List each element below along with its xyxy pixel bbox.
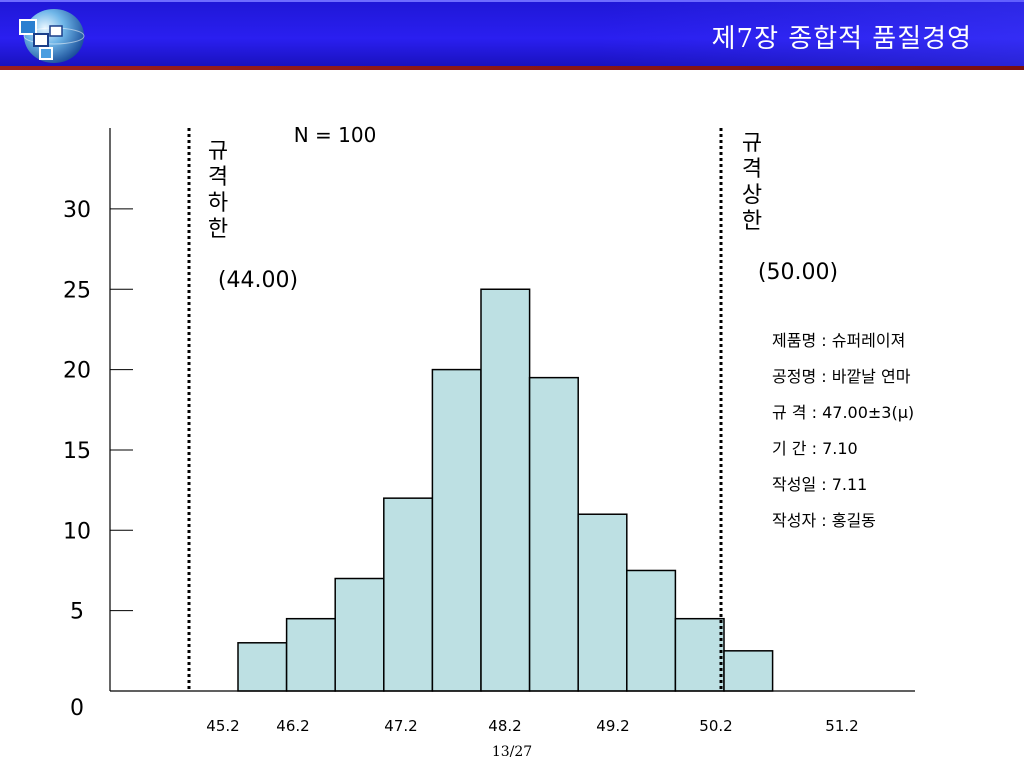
usl-line-label-char: 상 — [742, 183, 762, 208]
info-line-6: 작성자 : 홍길동 — [772, 511, 876, 530]
info-line-2: 공정명 : 바깥날 연마 — [772, 367, 911, 386]
x-tick-label-6: 50.2 — [699, 717, 732, 735]
histogram-bar-4 — [383, 497, 434, 692]
info-line-1: 제품명 : 슈퍼레이져 — [772, 331, 905, 350]
y-tick-label-0: 0 — [70, 696, 84, 721]
histogram-bar-8 — [577, 513, 628, 692]
histogram-bar-3 — [334, 577, 385, 692]
lsl-line-label-char: 한 — [208, 217, 228, 242]
histogram-bar-1 — [237, 642, 288, 692]
histogram-bar-2 — [285, 617, 336, 692]
x-tick-label-3: 47.2 — [384, 717, 417, 735]
page-number: 13/27 — [491, 744, 533, 760]
info-line-4: 기 간 : 7.10 — [772, 439, 858, 458]
usl-value-label: (50.00) — [758, 260, 838, 285]
y-tick-label-10: 10 — [63, 519, 91, 544]
lsl-line-label-char: 하 — [208, 191, 228, 216]
lsl-line-label-char: 규 — [208, 139, 228, 164]
y-tick-label-15: 15 — [63, 439, 91, 464]
x-tick-label-2: 46.2 — [276, 717, 309, 735]
lsl-value-label: (44.00) — [218, 268, 298, 293]
info-line-5: 작성일 : 7.11 — [772, 475, 867, 494]
lsl-line-label-char: 격 — [208, 165, 228, 190]
x-tick-label-5: 49.2 — [596, 717, 629, 735]
y-tick-label-20: 20 — [63, 359, 91, 384]
usl-line-label-char: 한 — [742, 209, 762, 234]
histogram-bar-6 — [480, 288, 531, 692]
square-icon — [49, 25, 63, 37]
x-tick-label-1: 45.2 — [206, 717, 239, 735]
histogram-bar-11 — [723, 650, 774, 692]
page-title: 제7장 종합적 품질경영 — [711, 24, 972, 54]
histogram-bar-9 — [626, 569, 677, 692]
globe-squares-logo — [19, 9, 85, 63]
usl-line-label-char: 격 — [742, 157, 762, 182]
histogram-bar-5 — [431, 368, 482, 692]
histogram-bar-10 — [674, 617, 725, 692]
y-tick-label-5: 5 — [70, 600, 84, 625]
header-gradient — [600, 0, 1024, 66]
square-icon — [39, 47, 53, 60]
y-tick-label-25: 25 — [63, 278, 91, 303]
usl-line-label-char: 규 — [742, 131, 762, 156]
y-tick-label-30: 30 — [63, 198, 91, 223]
x-tick-label-4: 48.2 — [488, 717, 521, 735]
square-icon — [19, 19, 37, 35]
histogram-bar-7 — [528, 376, 579, 692]
sample-size-label: N = 100 — [294, 123, 377, 147]
header-highlight — [0, 0, 1024, 2]
x-tick-label-7: 51.2 — [825, 717, 858, 735]
header-accent-line — [0, 66, 1024, 70]
square-icon — [33, 33, 49, 47]
info-line-3: 규 격 : 47.00±3(μ) — [772, 403, 914, 422]
header-bar: 제7장 종합적 품질경영 — [0, 0, 1024, 70]
